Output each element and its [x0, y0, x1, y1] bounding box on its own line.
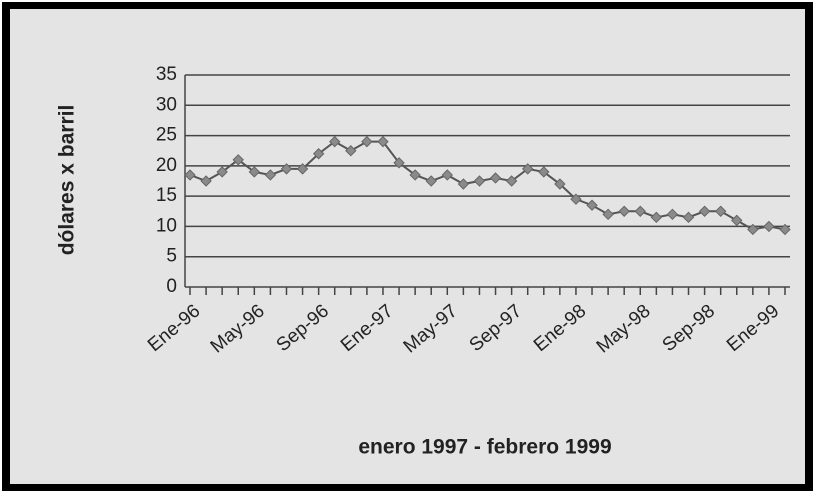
marker — [377, 135, 389, 148]
marker — [184, 169, 196, 181]
marker — [345, 145, 357, 157]
marker — [650, 211, 663, 224]
marker — [264, 169, 277, 181]
marker — [538, 166, 550, 178]
y-tick-label: 10 — [156, 215, 177, 236]
y-tick-label: 0 — [166, 276, 177, 297]
y-tick-label: 20 — [156, 155, 177, 176]
marker — [361, 135, 373, 148]
marker — [747, 223, 759, 236]
marker — [441, 169, 454, 181]
marker — [505, 175, 518, 187]
marker — [393, 157, 405, 169]
marker — [457, 178, 470, 190]
y-tick-label: 25 — [156, 125, 177, 146]
marker — [586, 199, 598, 211]
marker — [714, 205, 727, 217]
y-tick-label: 15 — [156, 185, 177, 206]
marker — [570, 193, 582, 205]
marker — [248, 166, 261, 178]
marker — [473, 175, 486, 187]
y-tick-label: 5 — [166, 246, 177, 267]
marker — [216, 166, 228, 178]
marker — [634, 205, 646, 217]
background — [10, 9, 805, 484]
marker — [200, 175, 212, 187]
marker — [682, 211, 695, 224]
marker — [521, 163, 534, 175]
y-tick-label: 35 — [156, 64, 177, 85]
marker — [232, 154, 244, 166]
marker — [425, 175, 437, 187]
x-axis-label: enero 1997 - febrero 1999 — [358, 436, 611, 459]
marker — [731, 214, 743, 227]
marker — [489, 172, 502, 184]
y-axis-label: dólares x barril — [56, 105, 79, 256]
marker — [779, 223, 791, 236]
marker — [698, 205, 711, 217]
marker — [554, 178, 566, 190]
marker — [666, 208, 679, 221]
marker — [329, 135, 341, 148]
marker — [763, 220, 775, 233]
marker — [618, 205, 630, 217]
marker — [280, 163, 293, 175]
marker — [312, 148, 325, 160]
marker — [296, 163, 309, 175]
y-tick-label: 30 — [156, 94, 177, 115]
marker — [409, 169, 421, 181]
marker — [602, 208, 614, 221]
